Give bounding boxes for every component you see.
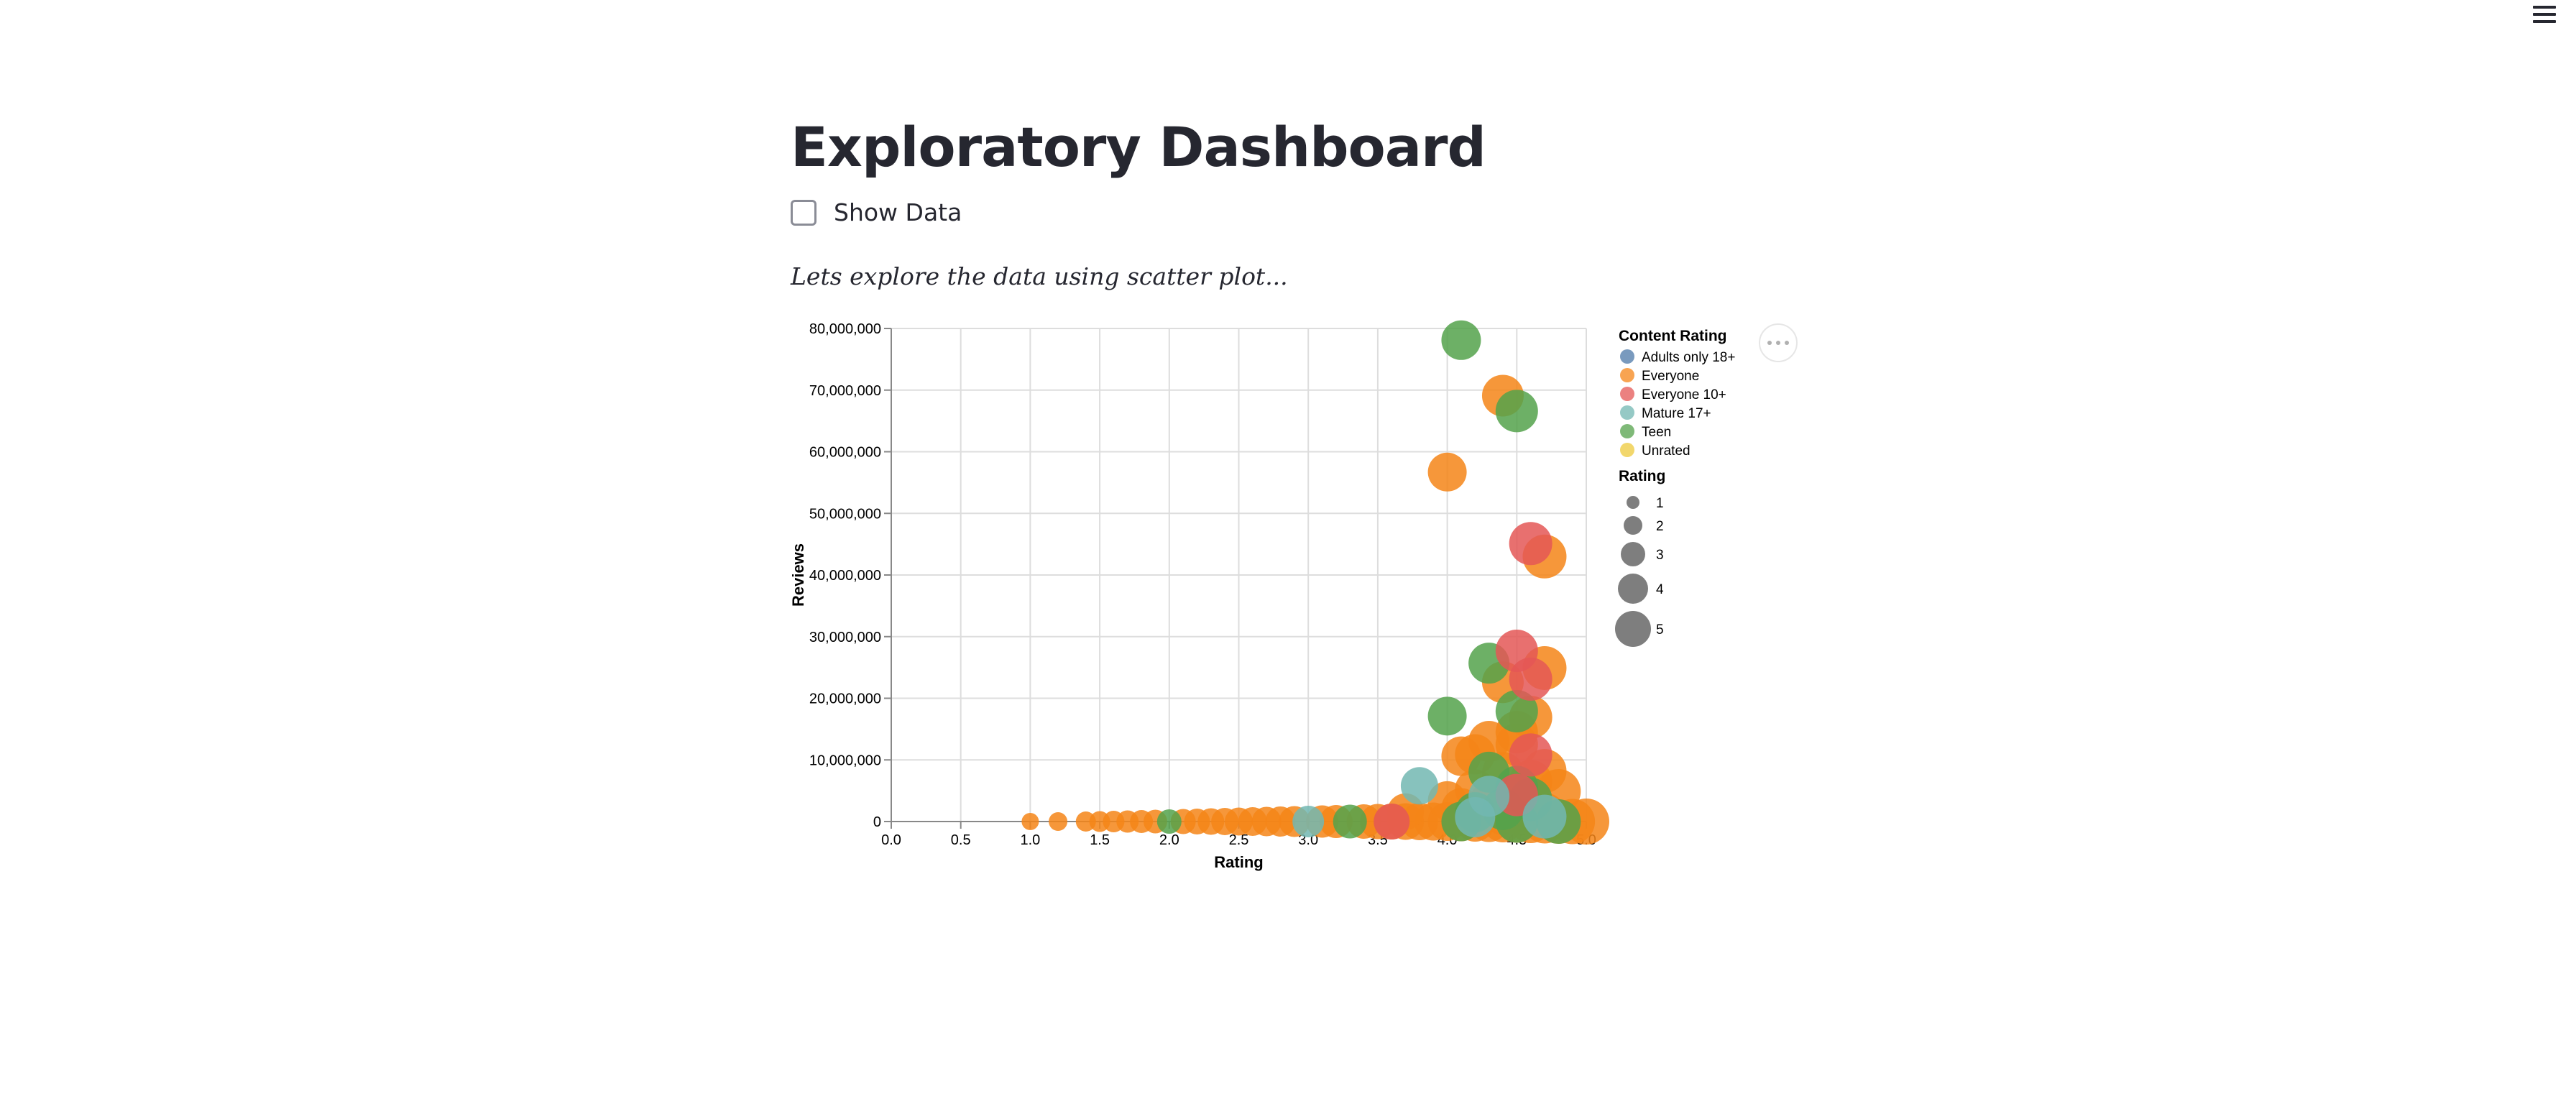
size-legend-label: 2 bbox=[1656, 519, 1664, 534]
size-legend-swatch bbox=[1615, 611, 1651, 647]
scatter-point[interactable] bbox=[1509, 522, 1552, 566]
x-tick-label: 2.0 bbox=[1159, 832, 1179, 848]
x-axis-title: Rating bbox=[1214, 853, 1263, 871]
scatter-point[interactable] bbox=[1049, 812, 1068, 831]
legend-swatch bbox=[1620, 424, 1634, 438]
scatter-point[interactable] bbox=[1495, 390, 1538, 433]
legend-label: Everyone 10+ bbox=[1642, 387, 1726, 402]
size-legend-label: 3 bbox=[1656, 548, 1664, 563]
size-legend-label: 4 bbox=[1656, 582, 1664, 597]
scatter-chart: 0.00.51.01.52.02.53.03.54.04.55.0010,000… bbox=[791, 313, 1811, 888]
scatter-point[interactable] bbox=[1021, 813, 1039, 830]
y-tick-label: 60,000,000 bbox=[809, 445, 881, 461]
y-tick-label: 20,000,000 bbox=[809, 691, 881, 707]
y-tick-label: 70,000,000 bbox=[809, 383, 881, 399]
scatter-point[interactable] bbox=[1333, 804, 1367, 839]
size-legend-swatch bbox=[1624, 516, 1642, 535]
more-horizontal-icon[interactable] bbox=[1759, 323, 1798, 362]
legend-swatch bbox=[1620, 443, 1634, 457]
caption-text: Lets explore the data using scatter plot… bbox=[791, 262, 1288, 290]
legend-swatch bbox=[1620, 405, 1634, 420]
size-legend-title: Rating bbox=[1619, 468, 1665, 484]
x-tick-label: 0.5 bbox=[951, 832, 971, 848]
y-tick-label: 80,000,000 bbox=[809, 321, 881, 337]
legend-label: Adults only 18+ bbox=[1642, 350, 1735, 365]
scatter-point[interactable] bbox=[1427, 696, 1467, 736]
show-data-checkbox[interactable]: Show Data bbox=[791, 198, 1797, 226]
legend-label: Teen bbox=[1642, 425, 1671, 440]
size-legend-label: 5 bbox=[1656, 622, 1664, 638]
legend-swatch bbox=[1620, 368, 1634, 382]
chart-svg: 0.00.51.01.52.02.53.03.54.04.55.0010,000… bbox=[791, 320, 1735, 871]
x-tick-label: 1.0 bbox=[1020, 832, 1040, 848]
page-title: Exploratory Dashboard bbox=[791, 115, 1486, 179]
scatter-point[interactable] bbox=[1292, 806, 1325, 837]
scatter-point[interactable] bbox=[1468, 776, 1510, 817]
scatter-point[interactable] bbox=[1374, 804, 1410, 840]
legend-label: Everyone bbox=[1642, 369, 1699, 384]
checkbox-label: Show Data bbox=[834, 198, 962, 226]
size-legend-label: 1 bbox=[1656, 496, 1664, 511]
scatter-point[interactable] bbox=[1441, 320, 1481, 360]
legend-label: Unrated bbox=[1642, 443, 1690, 459]
legend-swatch bbox=[1620, 387, 1634, 401]
y-tick-label: 40,000,000 bbox=[809, 568, 881, 584]
y-tick-label: 30,000,000 bbox=[809, 630, 881, 645]
x-tick-label: 0.0 bbox=[881, 832, 901, 848]
main-content: Exploratory Dashboard Show Data Lets exp… bbox=[791, 108, 1797, 290]
size-legend-swatch bbox=[1618, 574, 1648, 604]
legend-swatch bbox=[1620, 349, 1634, 364]
x-tick-label: 2.5 bbox=[1229, 832, 1249, 848]
size-legend-swatch bbox=[1621, 542, 1645, 566]
y-tick-label: 50,000,000 bbox=[809, 506, 881, 522]
legend-label: Mature 17+ bbox=[1642, 406, 1711, 421]
scatter-point[interactable] bbox=[1509, 657, 1552, 701]
scatter-point[interactable] bbox=[1156, 809, 1182, 834]
scatter-point[interactable] bbox=[1509, 733, 1552, 777]
scatter-point[interactable] bbox=[1522, 794, 1567, 839]
y-tick-label: 10,000,000 bbox=[809, 753, 881, 768]
checkbox-box[interactable] bbox=[791, 199, 816, 226]
x-tick-label: 1.5 bbox=[1090, 832, 1110, 848]
scatter-point[interactable] bbox=[1400, 767, 1438, 805]
color-legend-title: Content Rating bbox=[1619, 328, 1726, 344]
size-legend-swatch bbox=[1627, 496, 1639, 509]
y-tick-label: 0 bbox=[873, 814, 881, 830]
hamburger-menu-icon[interactable] bbox=[2530, 1, 2559, 26]
y-axis-title: Reviews bbox=[791, 543, 807, 607]
scatter-point[interactable] bbox=[1427, 452, 1467, 492]
scatter-point[interactable] bbox=[1495, 690, 1538, 733]
